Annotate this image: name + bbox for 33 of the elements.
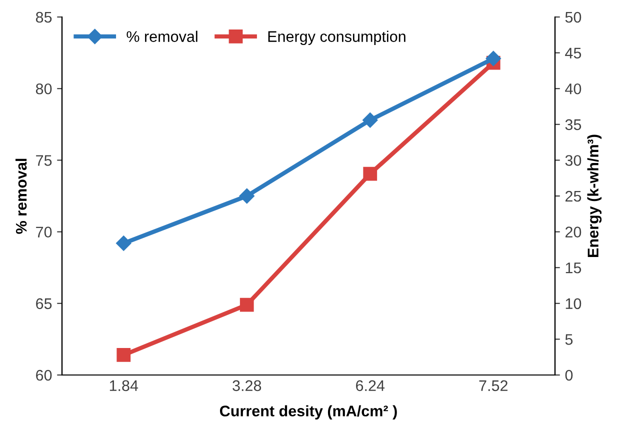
y2-tick-label: 35 bbox=[565, 119, 582, 130]
x-tick-label: 1.84 bbox=[110, 380, 138, 392]
y-tick-label: 60 bbox=[36, 370, 52, 381]
y2-tick-label: 40 bbox=[565, 83, 582, 94]
y2-tick-label: 45 bbox=[565, 48, 582, 58]
x-tick-label: 7.52 bbox=[479, 380, 508, 392]
y2-tick-label: 10 bbox=[566, 298, 582, 310]
point bbox=[116, 236, 132, 251]
y2-tick-label: 25 bbox=[565, 190, 582, 202]
y2-tick-label: 15 bbox=[566, 262, 582, 274]
y2-tick-label: 0 bbox=[565, 370, 573, 381]
y2-tick-label: 50 bbox=[565, 12, 582, 23]
point bbox=[240, 298, 254, 312]
y2-tick-label: 20 bbox=[565, 226, 582, 238]
point bbox=[239, 188, 254, 204]
x-tick-label: 3.28 bbox=[232, 380, 262, 392]
legend-label: Energy consumption bbox=[268, 30, 406, 45]
y2-tick-label: 5 bbox=[565, 334, 573, 345]
y-axis-title: % removal bbox=[15, 158, 27, 234]
y-tick-label: 85 bbox=[36, 12, 52, 23]
y-tick-label: 75 bbox=[36, 155, 52, 166]
x-axis-title: Current desity (mA/cm² ) bbox=[220, 405, 397, 420]
point bbox=[116, 348, 131, 362]
y2-tick-label: 30 bbox=[565, 155, 582, 166]
point bbox=[362, 112, 378, 128]
y-tick-label: 70 bbox=[36, 226, 52, 238]
y-tick-label: 80 bbox=[36, 83, 52, 94]
y2-axis-title: Energy (k-wh/m³) bbox=[587, 134, 602, 257]
point bbox=[363, 166, 378, 181]
y-tick-label: 65 bbox=[36, 298, 52, 310]
point bbox=[486, 50, 501, 66]
legend-label: % removal bbox=[126, 30, 198, 42]
x-tick-label: 6.24 bbox=[356, 380, 385, 392]
